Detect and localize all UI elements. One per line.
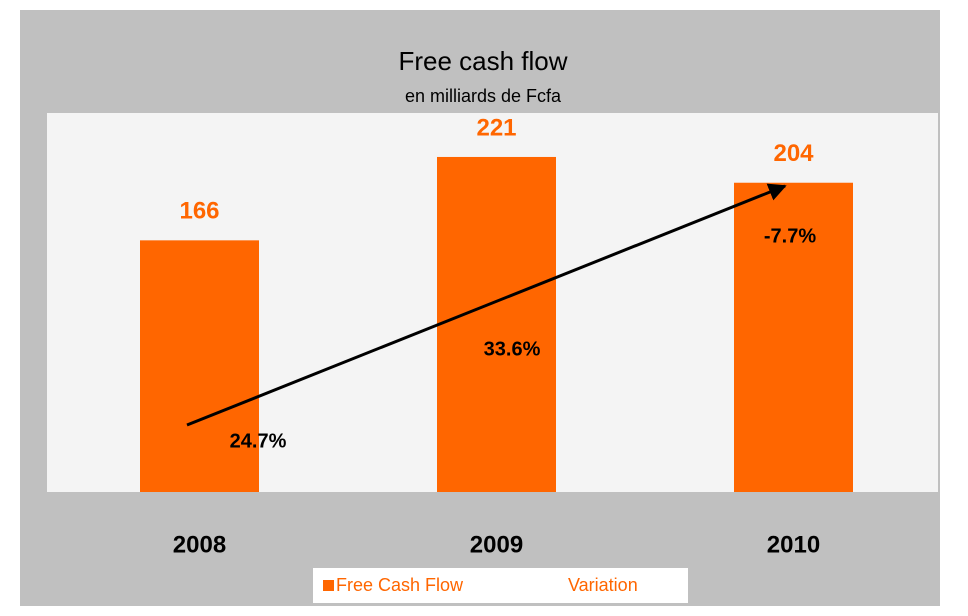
bar-value-label: 204 <box>773 140 814 167</box>
x-tick-label: 2010 <box>767 531 820 558</box>
variation-label: 33.6% <box>484 338 541 360</box>
variation-label: 24.7% <box>230 430 287 452</box>
legend-label: Variation <box>568 575 638 595</box>
x-tick-label: 2008 <box>173 531 226 558</box>
bar <box>437 156 556 493</box>
bar <box>140 240 259 492</box>
legend-box <box>313 568 688 603</box>
chart-subtitle: en milliards de Fcfa <box>405 86 562 106</box>
bar-value-label: 221 <box>476 114 516 141</box>
x-tick-label: 2009 <box>470 531 523 558</box>
labels: 166 2008 221 2009 204 2010 24.7% 33.6% -7.7% <box>173 114 820 558</box>
marks <box>140 156 853 493</box>
trend-arrow <box>186 183 787 427</box>
bar-value-label: 166 <box>179 198 219 225</box>
legend-swatch <box>323 580 334 591</box>
legend-label: Free Cash Flow <box>336 575 464 595</box>
chart-title: Free cash flow <box>398 46 567 76</box>
bar <box>734 182 853 492</box>
variation-label: -7.7% <box>764 225 816 247</box>
